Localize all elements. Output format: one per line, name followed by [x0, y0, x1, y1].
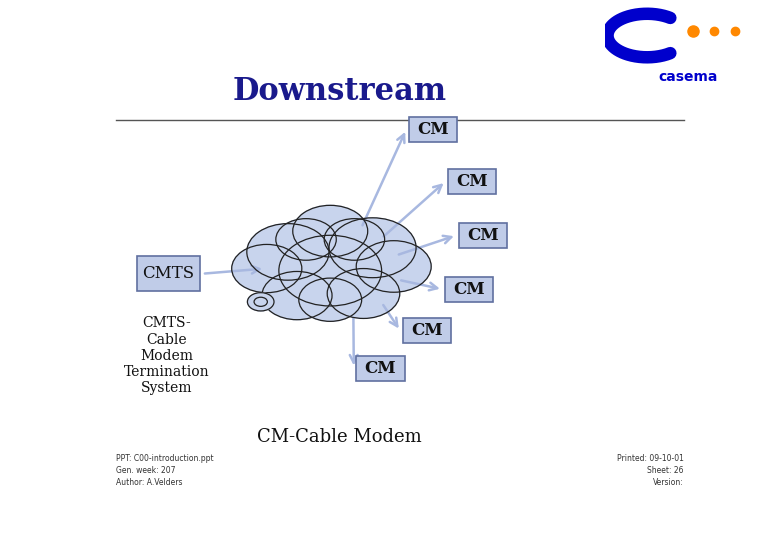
Circle shape: [299, 278, 362, 321]
Text: CM-Cable Modem: CM-Cable Modem: [257, 428, 422, 446]
Circle shape: [236, 247, 298, 290]
Circle shape: [266, 274, 328, 317]
Text: PPT: C00-introduction.ppt
Gen. week: 207
Author: A.Velders: PPT: C00-introduction.ppt Gen. week: 207…: [115, 454, 213, 487]
Circle shape: [332, 272, 395, 315]
Circle shape: [292, 205, 367, 257]
Text: CMTS-
Cable
Modem
Termination
System: CMTS- Cable Modem Termination System: [124, 316, 210, 395]
Text: CM: CM: [456, 173, 488, 190]
Circle shape: [335, 221, 411, 274]
Circle shape: [252, 227, 324, 277]
Circle shape: [276, 219, 336, 260]
Circle shape: [246, 224, 329, 280]
Circle shape: [329, 218, 416, 278]
FancyBboxPatch shape: [445, 277, 494, 302]
Circle shape: [247, 293, 274, 311]
FancyBboxPatch shape: [356, 356, 405, 381]
Text: CM: CM: [453, 281, 485, 298]
FancyBboxPatch shape: [448, 168, 496, 194]
Text: Printed: 09-10-01
Sheet: 26
Version:: Printed: 09-10-01 Sheet: 26 Version:: [617, 454, 684, 487]
Circle shape: [324, 219, 385, 260]
Circle shape: [262, 272, 332, 320]
Circle shape: [328, 221, 381, 258]
Circle shape: [285, 240, 375, 302]
Text: CM: CM: [467, 227, 499, 244]
Text: casema: casema: [658, 70, 718, 84]
Circle shape: [328, 268, 399, 319]
Text: Downstream: Downstream: [232, 76, 446, 107]
FancyBboxPatch shape: [459, 223, 507, 248]
Circle shape: [297, 208, 363, 254]
Text: CM: CM: [411, 322, 443, 340]
FancyBboxPatch shape: [402, 319, 451, 343]
Text: CM: CM: [417, 121, 448, 138]
Text: CMTS: CMTS: [143, 265, 194, 282]
Circle shape: [232, 245, 302, 293]
Circle shape: [303, 281, 358, 319]
Text: CM: CM: [364, 360, 396, 377]
FancyBboxPatch shape: [136, 256, 200, 292]
Circle shape: [356, 241, 431, 292]
Circle shape: [279, 221, 332, 258]
Circle shape: [360, 244, 427, 289]
FancyBboxPatch shape: [409, 117, 457, 141]
Circle shape: [279, 235, 381, 306]
